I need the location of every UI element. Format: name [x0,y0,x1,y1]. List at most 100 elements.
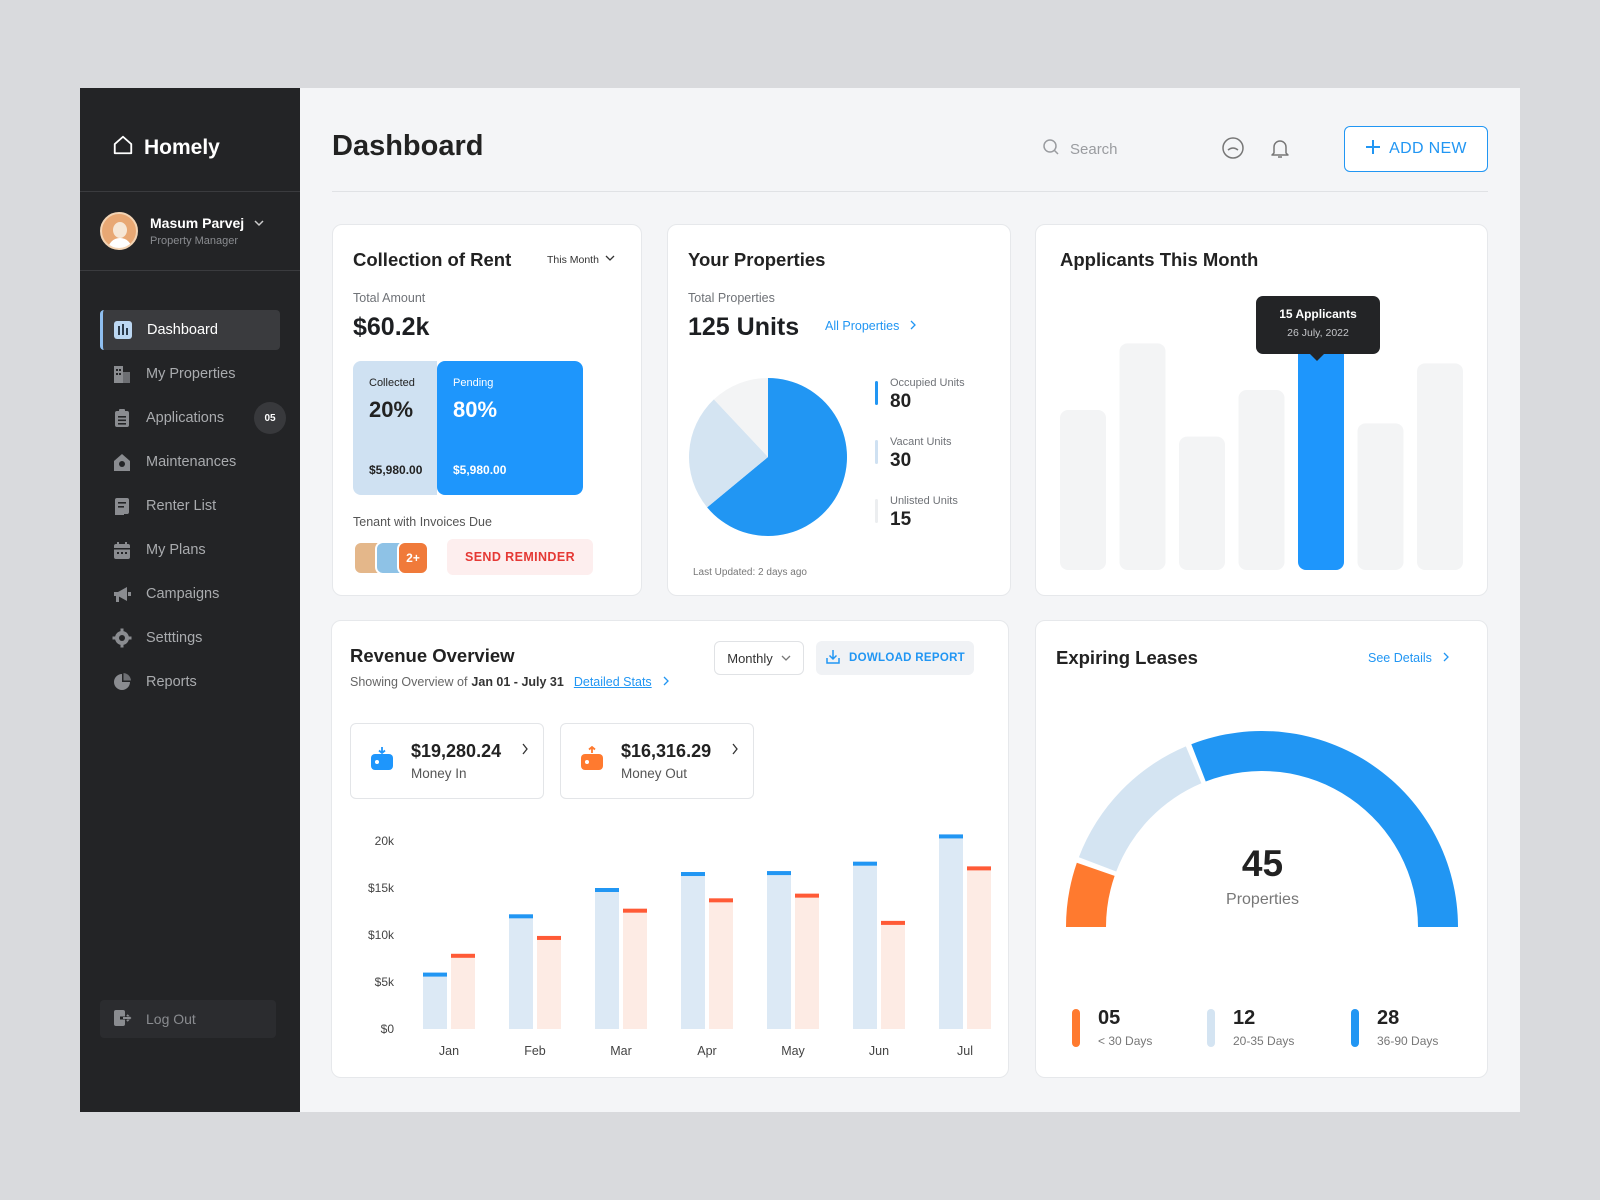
applicants-bar [1417,363,1463,570]
download-report-button[interactable]: DOWLOAD REPORT [816,641,974,675]
gauge-center-value: 45 [1241,843,1284,884]
app-window: Homely Masum Parvej Property Manager [80,88,1520,1112]
money-out-bar [881,920,905,1029]
sidebar-item-label: My Plans [146,542,206,558]
y-tick-label: $15k [368,881,395,895]
money-in-label: Money In [411,766,467,781]
sidebar-item-campaigns[interactable]: Campaigns [100,574,280,614]
bell-icon[interactable] [1268,136,1292,160]
y-tick-label: $5k [375,975,395,989]
money-in-bar [423,972,447,1029]
applicants-bar [1238,390,1285,570]
sidebar-item-my-plans[interactable]: My Plans [100,530,280,570]
home-icon [112,134,134,162]
wallet-in-icon [369,746,395,777]
sidebar: Homely Masum Parvej Property Manager [80,88,300,1112]
chevron-down-icon[interactable] [254,215,264,231]
sidebar-item-settings[interactable]: Setttings [100,618,280,658]
x-tick-label: May [781,1044,805,1058]
chevron-down-icon [605,253,615,266]
brand[interactable]: Homely [112,134,220,162]
download-label: DOWLOAD REPORT [849,652,965,664]
money-out-bar-cap [537,935,561,940]
chevron-down-icon [781,651,791,666]
period-dropdown[interactable]: Monthly [714,641,804,675]
tooltip-date: 26 July, 2022 [1287,327,1349,339]
applicants-bar [1357,423,1404,570]
detailed-stats-link[interactable]: Detailed Stats [573,675,652,689]
money-in-card[interactable]: $19,280.24 Money In [350,723,544,799]
sidebar-item-my-properties[interactable]: My Properties [100,354,280,394]
period-dropdown[interactable]: This Month [547,253,615,266]
chevron-right-icon [521,742,529,758]
logout-button[interactable]: Log Out [100,1000,276,1038]
gear-icon [112,628,132,648]
all-properties-link[interactable]: All Properties [825,319,917,333]
sidebar-item-label: Dashboard [147,322,218,338]
card-title: Revenue Overview [350,645,515,666]
sidebar-item-applications[interactable]: Applications 05 [100,398,286,438]
pending-block: Pending 80% $5,980.00 [437,361,583,495]
pending-label: Pending [453,377,494,389]
user-name: Masum Parvej [150,215,245,231]
calendar-icon [112,540,132,560]
x-tick-label: Jun [869,1044,889,1058]
money-out-card[interactable]: $16,316.29 Money Out [560,723,754,799]
sidebar-item-label: Setttings [146,630,203,646]
legend-value: 80 [890,391,912,412]
card-title: Collection of Rent [353,249,512,270]
money-in-bar-cap [595,888,619,892]
money-out-bar-cap [451,953,475,958]
sidebar-item-renter-list[interactable]: Renter List [100,486,280,526]
legend-occupied: Occupied Units 80 [875,377,965,413]
pie-slice [707,378,847,536]
gauge-segment [1066,862,1115,927]
money-in-bar [853,861,877,1029]
collected-amount: $5,980.00 [369,463,423,477]
pie-slice [689,399,768,508]
money-out-bar-cap [967,866,991,871]
more-tenants-badge: 2+ [397,541,429,575]
tenants-label: Tenant with Invoices Due [353,515,492,529]
stat-swatch [1072,1009,1080,1047]
message-icon[interactable] [1221,136,1245,160]
money-out-bar [537,935,561,1029]
money-out-value: $16,316.29 [621,741,712,761]
money-in-bar-cap [939,834,963,839]
legend-vacant: Vacant Units 30 [875,436,952,472]
sidebar-item-maintenances[interactable]: Maintenances [100,442,280,482]
add-new-button[interactable]: ADD NEW [1344,126,1488,172]
y-tick-label: $10k [368,928,395,942]
money-in-bar-cap [681,872,705,877]
gauge-segment [1078,746,1202,872]
tenant-avatars[interactable]: 2+ [353,541,429,575]
send-reminder-button[interactable]: SEND REMINDER [447,539,593,575]
link-label: See Details [1368,651,1432,665]
see-details-link[interactable]: See Details [1368,651,1450,665]
card-title: Your Properties [688,249,826,270]
stat-swatch [1351,1009,1359,1047]
applicants-bar [1179,436,1225,570]
sidebar-item-dashboard[interactable]: Dashboard [100,310,280,350]
total-value: $60.2k [353,313,430,341]
money-out-bar-cap [623,908,647,913]
legend-unlisted: Unlisted Units 15 [875,495,958,531]
collected-pct: 20% [369,397,414,422]
chevron-right-icon [909,319,917,333]
search-placeholder: Search [1070,140,1118,158]
search-input[interactable]: Search [1042,138,1118,160]
revenue-card: Revenue Overview Showing Overview of Jan… [331,620,1009,1078]
sidebar-item-label: Maintenances [146,454,237,470]
sidebar-item-label: My Properties [146,366,236,382]
legend-label: Unlisted Units [890,495,958,507]
megaphone-icon [112,584,132,604]
gauge-center-label: Properties [1226,891,1299,908]
sidebar-item-reports[interactable]: Reports [100,662,280,702]
user-profile[interactable]: Masum Parvej Property Manager [100,212,264,250]
leases-gauge-chart [1066,731,1458,927]
legend-swatch [875,499,878,523]
stat-value: 12 [1233,1007,1256,1029]
stat-label: < 30 Days [1098,1034,1153,1048]
revenue-subtitle: Showing Overview of Jan 01 - July 31 Det… [350,675,670,689]
money-in-bar [767,871,791,1029]
